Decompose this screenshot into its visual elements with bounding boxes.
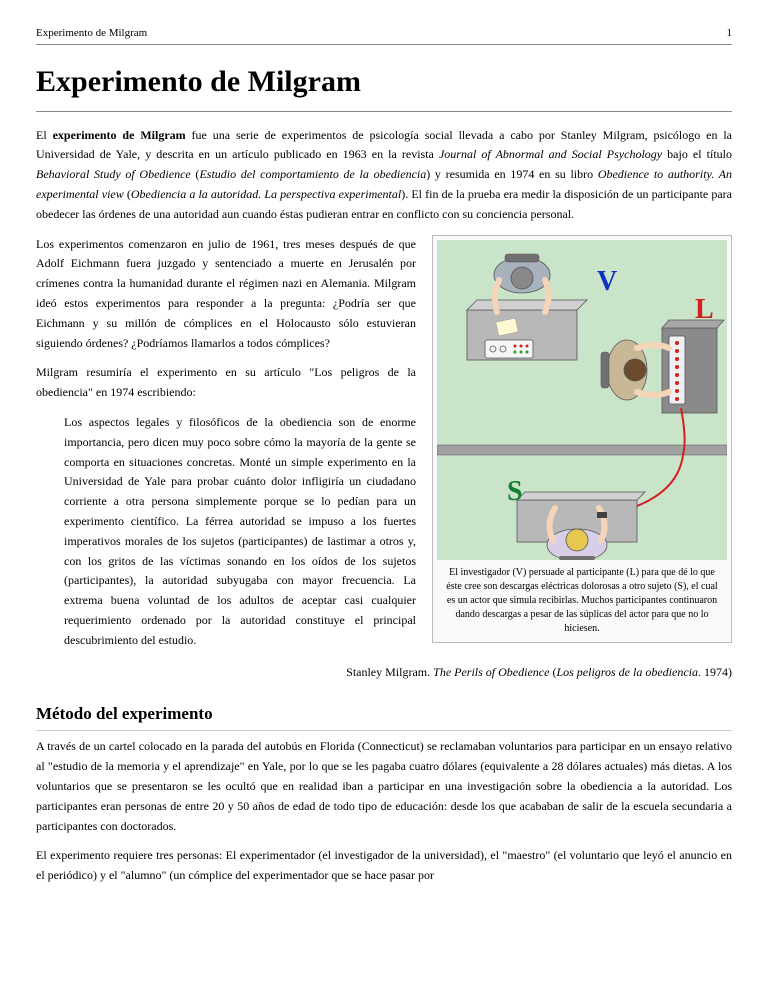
header-right: 1 (727, 24, 733, 42)
figure-caption: El investigador (V) persuade al particip… (437, 560, 727, 638)
label-v: V (597, 266, 617, 297)
section-heading-method: Método del experimento (36, 700, 732, 731)
label-l: L (695, 294, 714, 325)
intro-paragraph: El experimento de Milgram fue una serie … (36, 126, 732, 225)
figure-box: V L S El investigador (V) persuade al pa… (432, 235, 732, 643)
page-title: Experimento de Milgram (36, 57, 732, 107)
page-header: Experimento de Milgram 1 (36, 24, 732, 45)
body-with-figure: V L S El investigador (V) persuade al pa… (36, 235, 732, 657)
method-paragraph-1: A través de un cartel colocado en la par… (36, 737, 732, 836)
method-paragraph-2: El experimento requiere tres personas: E… (36, 846, 732, 886)
label-s: S (507, 476, 523, 507)
header-left: Experimento de Milgram (36, 24, 147, 42)
title-rule (36, 111, 732, 112)
experiment-diagram: V L S (437, 240, 727, 560)
quote-attribution: Stanley Milgram. The Perils of Obedience… (36, 663, 732, 683)
